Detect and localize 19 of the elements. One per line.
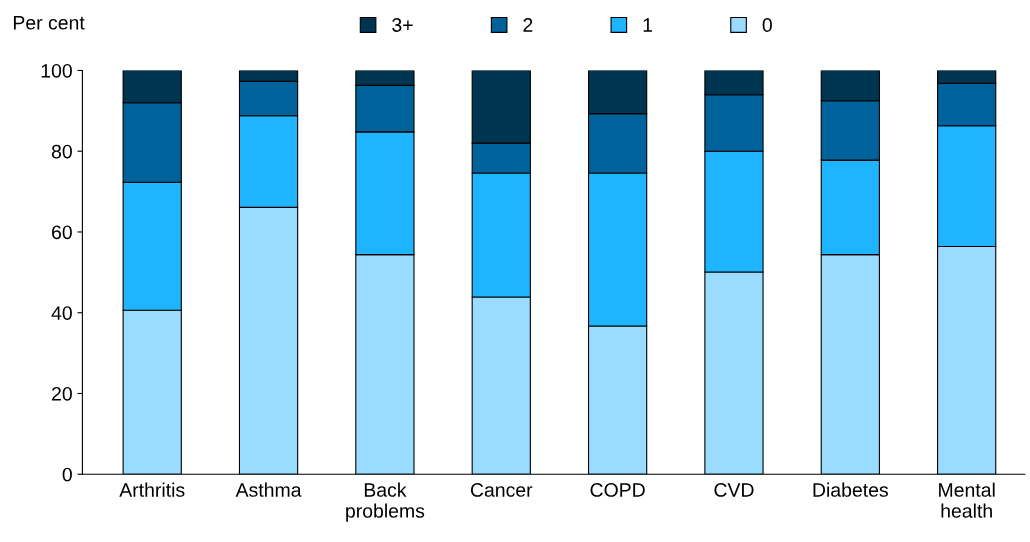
x-tick-label: Arthritis: [119, 482, 185, 497]
x-tick-label: CVD: [714, 483, 754, 497]
y-tick-label: 60: [52, 225, 72, 240]
legend-label: 1: [643, 18, 653, 32]
y-tick-label: 0: [62, 467, 72, 482]
x-tick-label: Asthma: [235, 482, 302, 497]
legend-label: 3+: [392, 18, 413, 32]
y-tick-label: 80: [51, 144, 72, 159]
x-tick-label: Diabetes: [813, 482, 888, 497]
x-tick-label: COPD: [590, 483, 645, 497]
y-axis-title: Per cent: [13, 16, 85, 30]
x-tick-label: Back problems: [346, 482, 425, 522]
legend-label: 0: [762, 18, 772, 32]
y-tick-label: 100: [41, 63, 72, 78]
x-tick-label: Cancer: [470, 483, 533, 497]
y-tick-label: 40: [51, 306, 72, 320]
x-tick-label: Mental health: [939, 482, 995, 518]
legend-label: 2: [523, 18, 533, 32]
y-tick-label: 20: [52, 386, 72, 401]
